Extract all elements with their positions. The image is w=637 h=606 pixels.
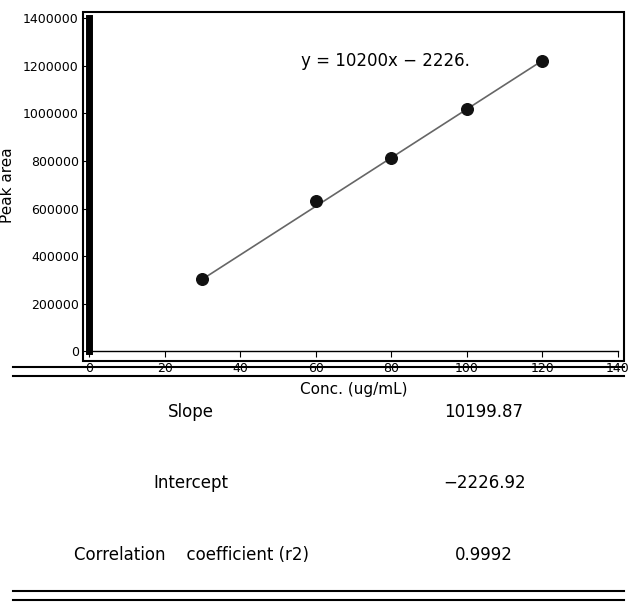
Y-axis label: Peak area: Peak area <box>0 147 15 222</box>
Text: 10199.87: 10199.87 <box>445 402 524 421</box>
Text: Correlation    coefficient (r2): Correlation coefficient (r2) <box>74 546 308 564</box>
Text: −2226.92: −2226.92 <box>443 474 526 492</box>
Point <box>197 275 208 284</box>
Point <box>386 153 396 163</box>
Text: 0.9992: 0.9992 <box>455 546 513 564</box>
Point <box>311 196 321 205</box>
Point <box>462 104 472 113</box>
Point <box>537 56 547 65</box>
Text: Slope: Slope <box>168 402 214 421</box>
Text: y = 10200x − 2226.: y = 10200x − 2226. <box>301 52 469 70</box>
Text: Intercept: Intercept <box>154 474 229 492</box>
X-axis label: Conc. (ug/mL): Conc. (ug/mL) <box>300 382 407 397</box>
